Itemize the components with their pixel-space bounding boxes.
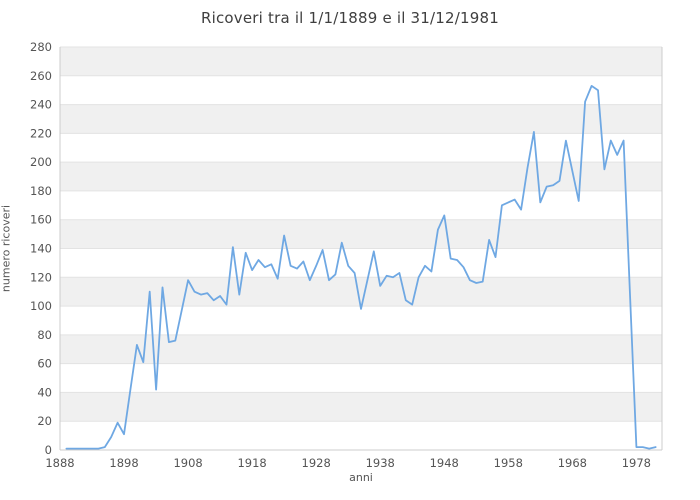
background-band: [60, 277, 662, 307]
x-tick-label: 1928: [302, 456, 331, 470]
y-tick-label: 80: [37, 328, 52, 342]
x-tick-label: 1978: [622, 456, 651, 470]
y-tick-label: 240: [30, 98, 52, 112]
y-tick-label: 140: [30, 242, 52, 256]
y-tick-label: 280: [30, 40, 52, 54]
x-tick-label: 1958: [494, 456, 523, 470]
x-tick-label: 1898: [109, 456, 138, 470]
x-tick-label: 1938: [366, 456, 395, 470]
x-tick-label: 1968: [558, 456, 587, 470]
y-tick-label: 180: [30, 184, 52, 198]
y-tick-label: 220: [30, 126, 52, 140]
background-band: [60, 334, 662, 364]
y-tick-label: 20: [37, 414, 52, 428]
y-tick-label: 0: [45, 443, 52, 457]
y-tick-label: 160: [30, 213, 52, 227]
data-line: [65, 85, 657, 450]
y-tick-label: 40: [37, 385, 52, 399]
y-tick-label: 120: [30, 270, 52, 284]
chart-title: Ricoveri tra il 1/1/1889 e il 31/12/1981: [200, 9, 500, 27]
x-tick-label: 1948: [430, 456, 459, 470]
y-tick-label: 260: [30, 69, 52, 83]
x-tick-label: 1918: [237, 456, 266, 470]
x-tick-label: 1908: [173, 456, 202, 470]
y-tick-label: 200: [30, 155, 52, 169]
background-band: [60, 219, 662, 249]
x-tick-label: 1888: [45, 456, 74, 470]
x-axis-title: anni: [349, 471, 373, 484]
y-tick-label: 60: [37, 357, 52, 371]
y-tick-label: 100: [30, 299, 52, 313]
background-band: [60, 392, 662, 422]
background-band: [60, 47, 662, 76]
background-band: [60, 104, 662, 134]
